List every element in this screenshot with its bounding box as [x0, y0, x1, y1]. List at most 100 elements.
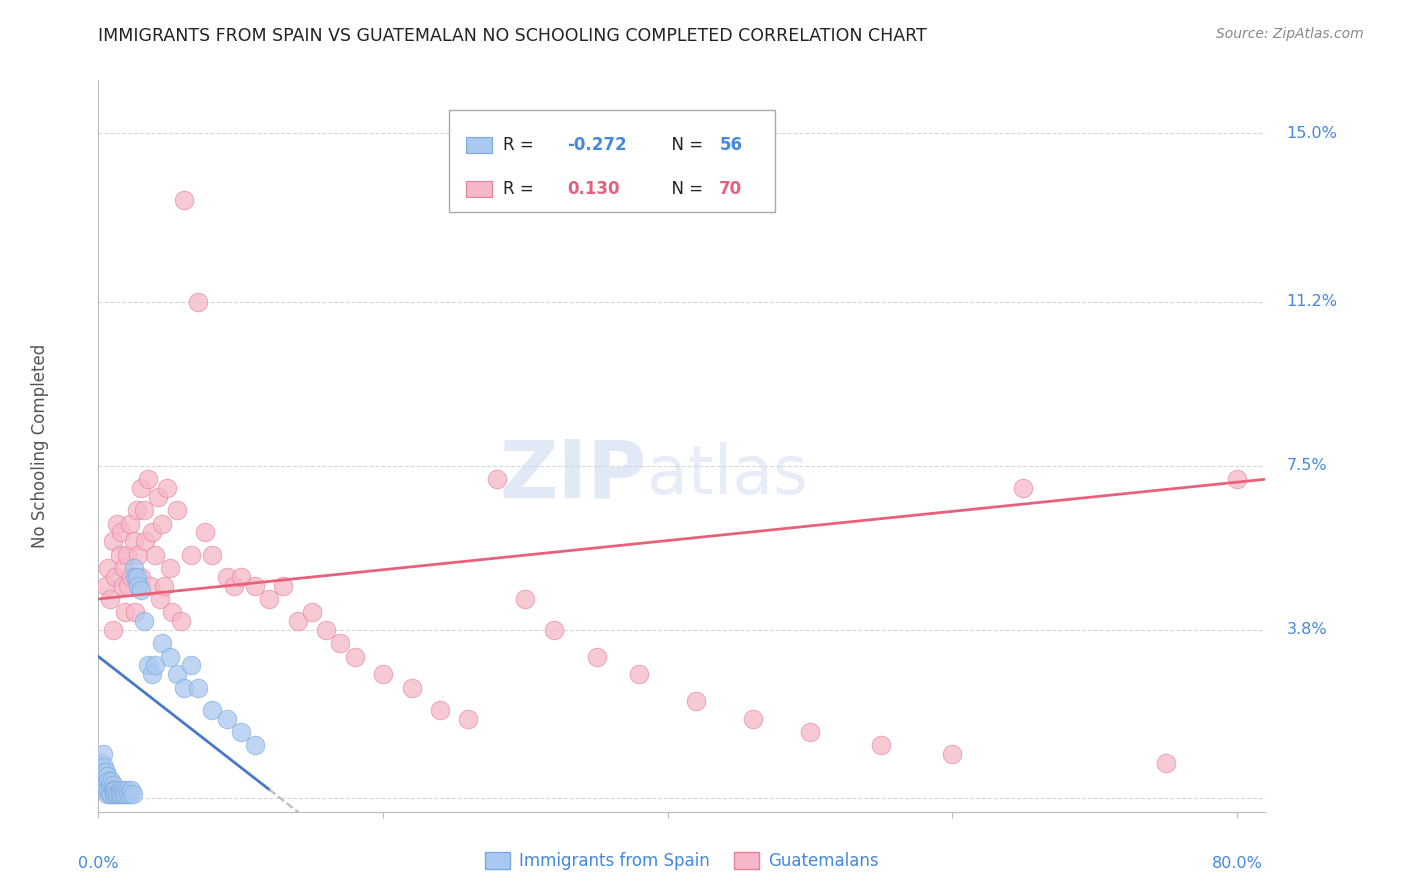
- Point: [132, 614, 155, 628]
- Point: [136, 658, 159, 673]
- Point: [143, 658, 166, 673]
- Point: [141, 525, 163, 540]
- Point: [117, 579, 139, 593]
- Point: [243, 579, 266, 593]
- Point: [173, 193, 195, 207]
- Text: 0.130: 0.130: [568, 180, 620, 198]
- Point: [156, 481, 179, 495]
- Point: [201, 548, 224, 562]
- Point: [742, 712, 765, 726]
- Point: [180, 548, 202, 562]
- Point: [91, 773, 114, 788]
- Point: [941, 747, 963, 761]
- Point: [104, 570, 127, 584]
- Text: -0.272: -0.272: [568, 136, 627, 154]
- Point: [120, 782, 142, 797]
- Text: atlas: atlas: [647, 442, 808, 508]
- FancyBboxPatch shape: [449, 110, 775, 212]
- Point: [111, 787, 134, 801]
- Point: [1012, 481, 1035, 495]
- Point: [215, 712, 238, 726]
- Point: [134, 534, 156, 549]
- Text: 3.8%: 3.8%: [1286, 623, 1327, 638]
- Point: [97, 773, 120, 788]
- Point: [429, 703, 451, 717]
- Point: [115, 782, 138, 797]
- Point: [301, 605, 323, 619]
- Point: [143, 548, 166, 562]
- Point: [94, 579, 117, 593]
- Point: [94, 782, 117, 797]
- Point: [153, 579, 176, 593]
- Point: [159, 561, 181, 575]
- Point: [90, 756, 112, 770]
- Point: [98, 787, 121, 801]
- Text: R =: R =: [503, 180, 540, 198]
- Text: 70: 70: [720, 180, 742, 198]
- Point: [118, 787, 141, 801]
- Point: [127, 548, 149, 562]
- Point: [101, 534, 124, 549]
- Point: [103, 782, 125, 797]
- Point: [108, 548, 131, 562]
- Point: [149, 591, 172, 606]
- Point: [187, 681, 209, 695]
- Point: [101, 782, 124, 797]
- Point: [124, 570, 146, 584]
- Point: [129, 481, 152, 495]
- Point: [315, 623, 337, 637]
- Point: [110, 525, 132, 540]
- Point: [152, 636, 174, 650]
- Point: [685, 694, 707, 708]
- Bar: [465, 137, 492, 153]
- Text: 0.0%: 0.0%: [79, 856, 118, 871]
- Point: [166, 667, 188, 681]
- Text: ZIP: ZIP: [499, 436, 647, 515]
- Point: [98, 591, 121, 606]
- Point: [136, 472, 159, 486]
- Point: [103, 787, 125, 801]
- Point: [401, 681, 423, 695]
- Point: [96, 787, 118, 801]
- Point: [141, 667, 163, 681]
- Text: N =: N =: [661, 136, 709, 154]
- Point: [343, 649, 366, 664]
- Point: [515, 591, 537, 606]
- Point: [89, 769, 111, 783]
- Point: [115, 548, 138, 562]
- Point: [201, 703, 224, 717]
- Point: [104, 787, 127, 801]
- Point: [148, 490, 170, 504]
- Point: [543, 623, 565, 637]
- Text: N =: N =: [661, 180, 709, 198]
- Point: [101, 623, 124, 637]
- Point: [173, 681, 195, 695]
- Point: [118, 516, 141, 531]
- Point: [273, 579, 295, 593]
- Point: [108, 782, 131, 797]
- Point: [96, 769, 118, 783]
- Point: [371, 667, 394, 681]
- Point: [159, 649, 181, 664]
- Text: 7.5%: 7.5%: [1286, 458, 1327, 474]
- Point: [110, 787, 132, 801]
- Point: [107, 787, 129, 801]
- Text: 15.0%: 15.0%: [1286, 126, 1337, 141]
- Point: [222, 579, 245, 593]
- Point: [112, 782, 135, 797]
- Text: Source: ZipAtlas.com: Source: ZipAtlas.com: [1216, 27, 1364, 41]
- Text: 11.2%: 11.2%: [1286, 294, 1337, 310]
- Point: [129, 570, 152, 584]
- Point: [100, 787, 122, 801]
- Point: [122, 561, 145, 575]
- Point: [121, 787, 143, 801]
- Point: [170, 614, 193, 628]
- Point: [94, 764, 117, 779]
- Point: [870, 738, 893, 752]
- Point: [112, 561, 135, 575]
- Text: 56: 56: [720, 136, 742, 154]
- Point: [98, 778, 121, 792]
- Point: [117, 787, 139, 801]
- Text: IMMIGRANTS FROM SPAIN VS GUATEMALAN NO SCHOOLING COMPLETED CORRELATION CHART: IMMIGRANTS FROM SPAIN VS GUATEMALAN NO S…: [98, 27, 927, 45]
- Point: [111, 579, 134, 593]
